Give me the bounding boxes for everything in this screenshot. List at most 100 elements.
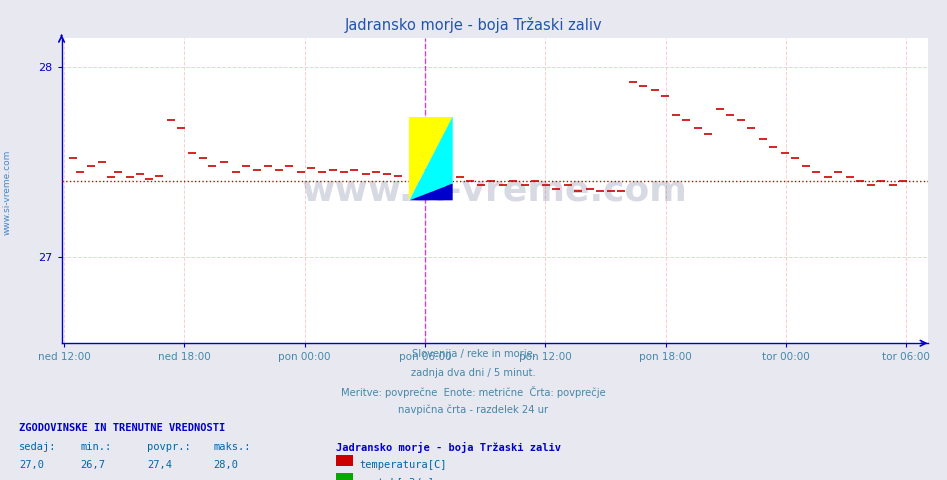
Point bbox=[163, 117, 178, 124]
Text: 26,7: 26,7 bbox=[80, 460, 105, 470]
Text: www.si-vreme.com: www.si-vreme.com bbox=[302, 174, 688, 208]
Text: Slovenija / reke in morje.: Slovenija / reke in morje. bbox=[412, 349, 535, 360]
Point bbox=[474, 181, 489, 189]
Text: www.si-vreme.com: www.si-vreme.com bbox=[3, 149, 12, 235]
Text: povpr.:: povpr.: bbox=[147, 442, 190, 452]
Point bbox=[228, 168, 243, 176]
Point bbox=[368, 168, 384, 176]
Point bbox=[896, 178, 911, 185]
Text: Jadransko morje - boja Tržaski zaliv: Jadransko morje - boja Tržaski zaliv bbox=[336, 442, 562, 453]
Text: -nan: -nan bbox=[80, 478, 105, 480]
Point bbox=[111, 168, 126, 176]
Point bbox=[325, 166, 340, 174]
Text: Meritve: povprečne  Enote: metrične  Črta: povprečje: Meritve: povprečne Enote: metrične Črta:… bbox=[341, 386, 606, 398]
Text: 27,4: 27,4 bbox=[147, 460, 171, 470]
Point bbox=[94, 158, 109, 166]
Point bbox=[303, 164, 318, 172]
Point bbox=[390, 172, 405, 180]
Point bbox=[103, 174, 118, 181]
Text: pretok[m3/s]: pretok[m3/s] bbox=[359, 478, 434, 480]
Point bbox=[592, 187, 607, 194]
Point bbox=[820, 174, 835, 181]
Point bbox=[657, 92, 672, 99]
Point bbox=[173, 124, 188, 132]
Text: -nan: -nan bbox=[213, 478, 238, 480]
Point bbox=[336, 168, 351, 176]
Text: min.:: min.: bbox=[80, 442, 112, 452]
Point bbox=[874, 178, 889, 185]
Point bbox=[195, 155, 210, 162]
Point bbox=[734, 117, 749, 124]
Point bbox=[239, 162, 254, 170]
Point bbox=[152, 172, 167, 180]
Point bbox=[669, 111, 684, 119]
Text: sedaj:: sedaj: bbox=[19, 442, 57, 452]
Point bbox=[625, 78, 640, 86]
Point bbox=[852, 178, 867, 185]
Point bbox=[798, 162, 813, 170]
Point bbox=[885, 181, 901, 189]
Point bbox=[250, 166, 265, 174]
Point bbox=[205, 162, 220, 170]
Point bbox=[281, 162, 296, 170]
Point bbox=[647, 86, 662, 94]
Point bbox=[561, 181, 576, 189]
Point bbox=[294, 168, 309, 176]
Point bbox=[419, 176, 434, 183]
Point bbox=[315, 168, 331, 176]
Point bbox=[380, 170, 395, 178]
Point bbox=[185, 149, 200, 156]
Point bbox=[809, 168, 824, 176]
Point bbox=[495, 181, 510, 189]
Point bbox=[765, 143, 780, 151]
Point bbox=[777, 149, 793, 156]
Point bbox=[842, 174, 857, 181]
Point bbox=[570, 187, 585, 194]
Text: zadnja dva dni / 5 minut.: zadnja dva dni / 5 minut. bbox=[411, 368, 536, 378]
Point bbox=[84, 162, 99, 170]
Point bbox=[582, 185, 598, 193]
Point bbox=[614, 187, 629, 194]
Text: 27,0: 27,0 bbox=[19, 460, 44, 470]
Text: 28,0: 28,0 bbox=[213, 460, 238, 470]
Text: -nan: -nan bbox=[19, 478, 44, 480]
Point bbox=[272, 166, 287, 174]
Point bbox=[65, 155, 80, 162]
Point bbox=[539, 181, 554, 189]
Text: ZGODOVINSKE IN TRENUTNE VREDNOSTI: ZGODOVINSKE IN TRENUTNE VREDNOSTI bbox=[19, 423, 225, 433]
Text: maks.:: maks.: bbox=[213, 442, 251, 452]
Point bbox=[635, 82, 651, 90]
Point bbox=[756, 135, 771, 143]
Point bbox=[690, 124, 706, 132]
Point bbox=[358, 170, 373, 178]
Point bbox=[142, 176, 157, 183]
Point bbox=[701, 130, 716, 137]
Point bbox=[712, 105, 727, 113]
Polygon shape bbox=[409, 117, 453, 200]
Polygon shape bbox=[409, 117, 453, 200]
Point bbox=[864, 181, 879, 189]
Point bbox=[831, 168, 846, 176]
Point bbox=[133, 170, 148, 178]
Text: -nan: -nan bbox=[147, 478, 171, 480]
Point bbox=[217, 158, 232, 166]
Point bbox=[347, 166, 362, 174]
Point bbox=[506, 178, 521, 185]
Point bbox=[517, 181, 532, 189]
Point bbox=[723, 111, 738, 119]
Point bbox=[743, 124, 759, 132]
Polygon shape bbox=[409, 183, 453, 200]
Point bbox=[462, 178, 477, 185]
Point bbox=[440, 181, 456, 189]
Point bbox=[527, 178, 543, 185]
Point bbox=[260, 162, 276, 170]
Point bbox=[679, 117, 694, 124]
Point bbox=[72, 168, 87, 176]
Text: navpična črta - razdelek 24 ur: navpična črta - razdelek 24 ur bbox=[399, 404, 548, 415]
Point bbox=[123, 174, 138, 181]
Point bbox=[787, 155, 802, 162]
Point bbox=[604, 187, 619, 194]
Point bbox=[549, 185, 564, 193]
Point bbox=[431, 178, 446, 185]
Point bbox=[484, 178, 499, 185]
